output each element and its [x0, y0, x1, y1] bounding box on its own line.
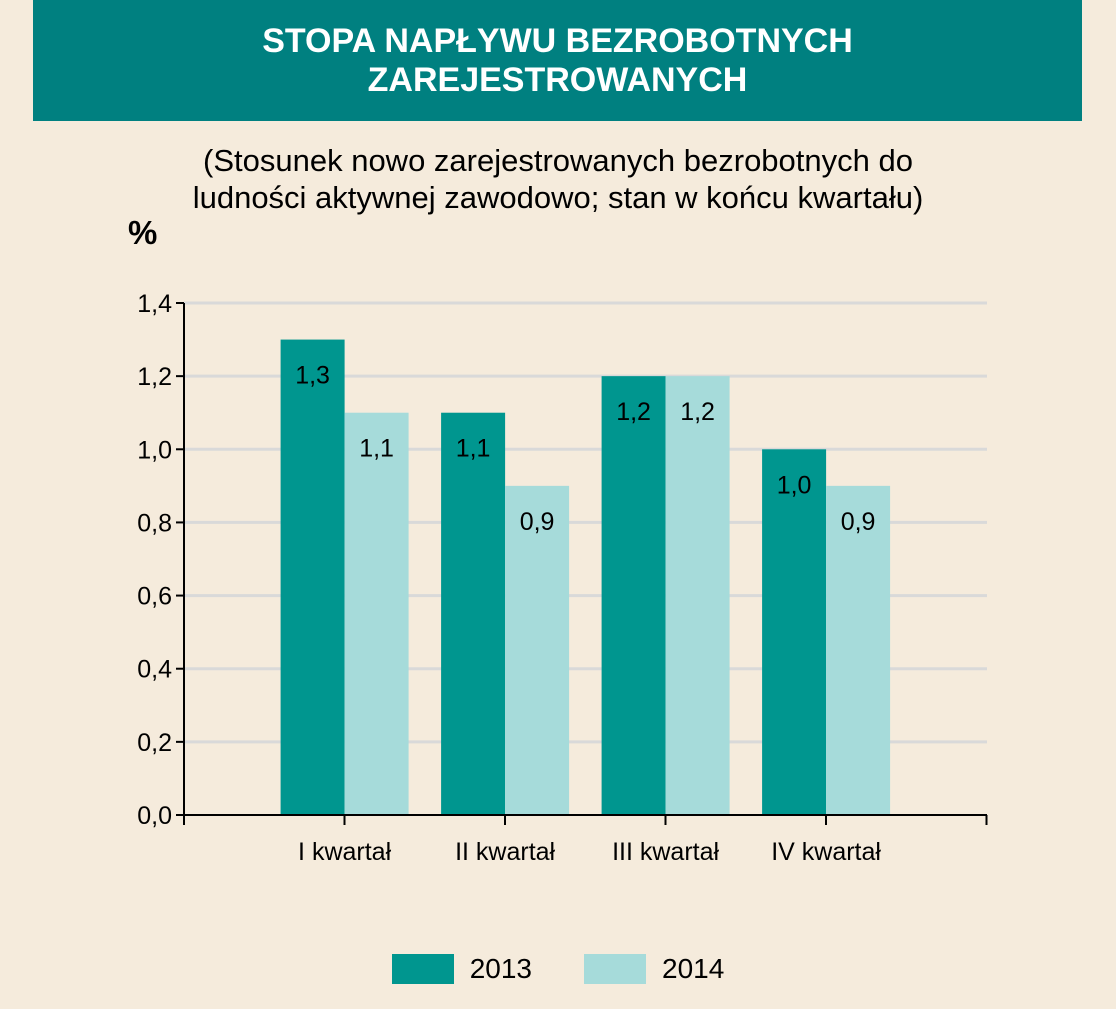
legend: 2013 2014: [0, 953, 1116, 985]
chart-subtitle: (Stosunek nowo zarejestrowanych bezrobot…: [100, 142, 1016, 216]
chart-title-line-1: STOPA NAPŁYWU BEZROBOTNYCH: [262, 21, 853, 60]
data-label-2013-2: 1,2: [616, 398, 651, 426]
data-label-2013-1: 1,1: [456, 435, 491, 463]
chart-subtitle-line-2: ludności aktywnej zawodowo; stan w końcu…: [192, 180, 924, 215]
y-tick-label: 0,6: [137, 583, 172, 611]
y-tick-label: 1,4: [137, 290, 172, 318]
data-label-2014-0: 1,1: [359, 435, 394, 463]
y-tick-label: 0,0: [137, 802, 172, 830]
data-label-2014-1: 0,9: [520, 508, 555, 536]
bar-2014-0: [344, 412, 409, 815]
data-label-2013-3: 1,0: [777, 471, 812, 499]
bar-2013-1: [441, 412, 506, 815]
y-axis-unit-label: %: [128, 214, 158, 251]
bar-2013-2: [601, 376, 666, 815]
x-tick-label: IV kwartał: [771, 838, 881, 866]
data-label-2014-3: 0,9: [841, 508, 876, 536]
legend-item-2014: 2014: [584, 953, 724, 985]
data-label-2013-0: 1,3: [295, 362, 330, 390]
y-tick-label: 1,2: [137, 363, 172, 391]
legend-label-2014: 2014: [662, 953, 725, 984]
bar-2014-2: [665, 376, 730, 815]
legend-swatch-2013: [391, 954, 454, 984]
legend-item-2013: 2013: [391, 953, 532, 985]
y-tick-label: 0,2: [137, 729, 172, 757]
bar-2013-3: [762, 449, 827, 815]
y-tick-label: 1,0: [137, 436, 172, 464]
y-tick-label: 0,4: [137, 656, 172, 684]
legend-label-2013: 2013: [469, 953, 532, 984]
legend-swatch-2014: [584, 954, 646, 984]
chart-title-line-2: ZAREJESTROWANYCH: [367, 60, 748, 99]
chart-subtitle-line-1: (Stosunek nowo zarejestrowanych bezrobot…: [203, 143, 913, 178]
chart-title: STOPA NAPŁYWU BEZROBOTNYCH ZAREJESTROWAN…: [33, 0, 1082, 121]
bar-2014-3: [826, 485, 891, 815]
data-label-2014-2: 1,2: [680, 398, 715, 426]
x-tick-label: III kwartał: [612, 838, 719, 866]
bar-chart: 1,3 1,1 I kwartał 1,1 0,9 II kwartał 1,2 1,2 III…: [137, 290, 988, 866]
x-tick-label: I kwartał: [298, 838, 392, 866]
x-tick-label: II kwartał: [455, 838, 555, 866]
bar-2014-1: [505, 485, 570, 815]
y-tick-label: 0,8: [137, 509, 172, 537]
bar-2013-0: [280, 339, 345, 815]
